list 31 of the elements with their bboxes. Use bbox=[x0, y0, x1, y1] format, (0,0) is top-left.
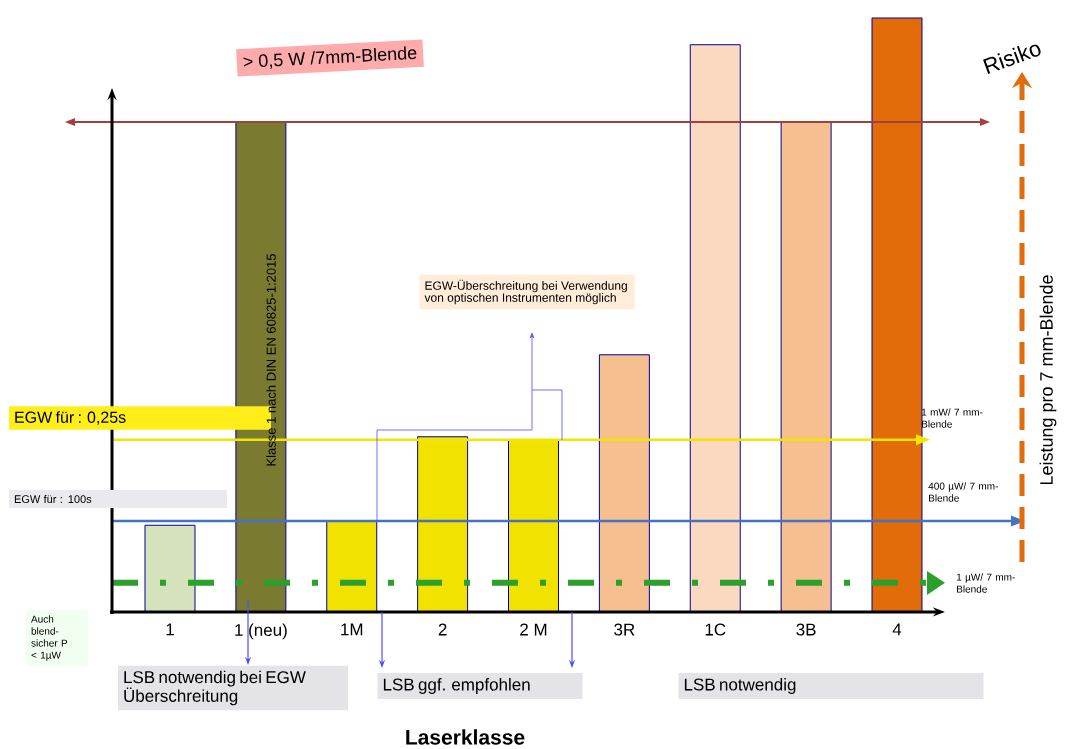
bar bbox=[780, 121, 832, 613]
x-tick-label: 3B bbox=[796, 623, 816, 636]
bar bbox=[235, 121, 287, 613]
text: LSB notwendig bbox=[684, 678, 796, 694]
text: EGW für : 100s bbox=[14, 494, 92, 504]
x-tick-label: 2 M bbox=[520, 623, 547, 636]
annotation: EGW-Überschreitung bei Verwendung von optischen Instrumenten möglich bbox=[424, 279, 627, 305]
ref-line-label: 1 µW/ 7 mm-Blende bbox=[956, 573, 1015, 593]
ref-line-label: > 0,5 W /7mm-Blende bbox=[243, 46, 417, 69]
bar bbox=[598, 354, 650, 613]
text: Leistung pro 7 mm-Blende bbox=[1039, 275, 1057, 485]
annotation: EGW für : 0,25s bbox=[15, 411, 126, 425]
x-tick-label: 1 bbox=[166, 623, 174, 636]
ref-line-label: 400 µW/ 7 mm-Blende bbox=[928, 482, 998, 502]
text: LSB notwendig bei EGW Überschreitung bbox=[124, 670, 306, 706]
annotation: Klasse 1 nach DIN EN 60825-1:2015 bbox=[266, 253, 276, 466]
bar bbox=[689, 44, 741, 613]
text: Auch blend-sicher P < 1µW bbox=[31, 615, 68, 661]
x-tick-label: 2 bbox=[438, 623, 447, 636]
x-tick-label: 1 (neu) bbox=[235, 623, 287, 640]
x-tick-label: 4 bbox=[892, 623, 902, 636]
bar bbox=[871, 17, 923, 613]
x-axis-title: Laserklasse bbox=[406, 729, 525, 745]
x-tick-label: 1M bbox=[341, 623, 363, 636]
x-tick-label: 1C bbox=[705, 623, 726, 636]
bar bbox=[144, 524, 196, 613]
x-tick-label: 3R bbox=[614, 623, 635, 636]
text: Risiko bbox=[983, 44, 1041, 75]
ref-line-label: 1 mW/ 7 mm-Blende bbox=[921, 408, 983, 428]
text: LSB ggf. empfohlen bbox=[383, 678, 530, 694]
bar bbox=[326, 520, 378, 613]
